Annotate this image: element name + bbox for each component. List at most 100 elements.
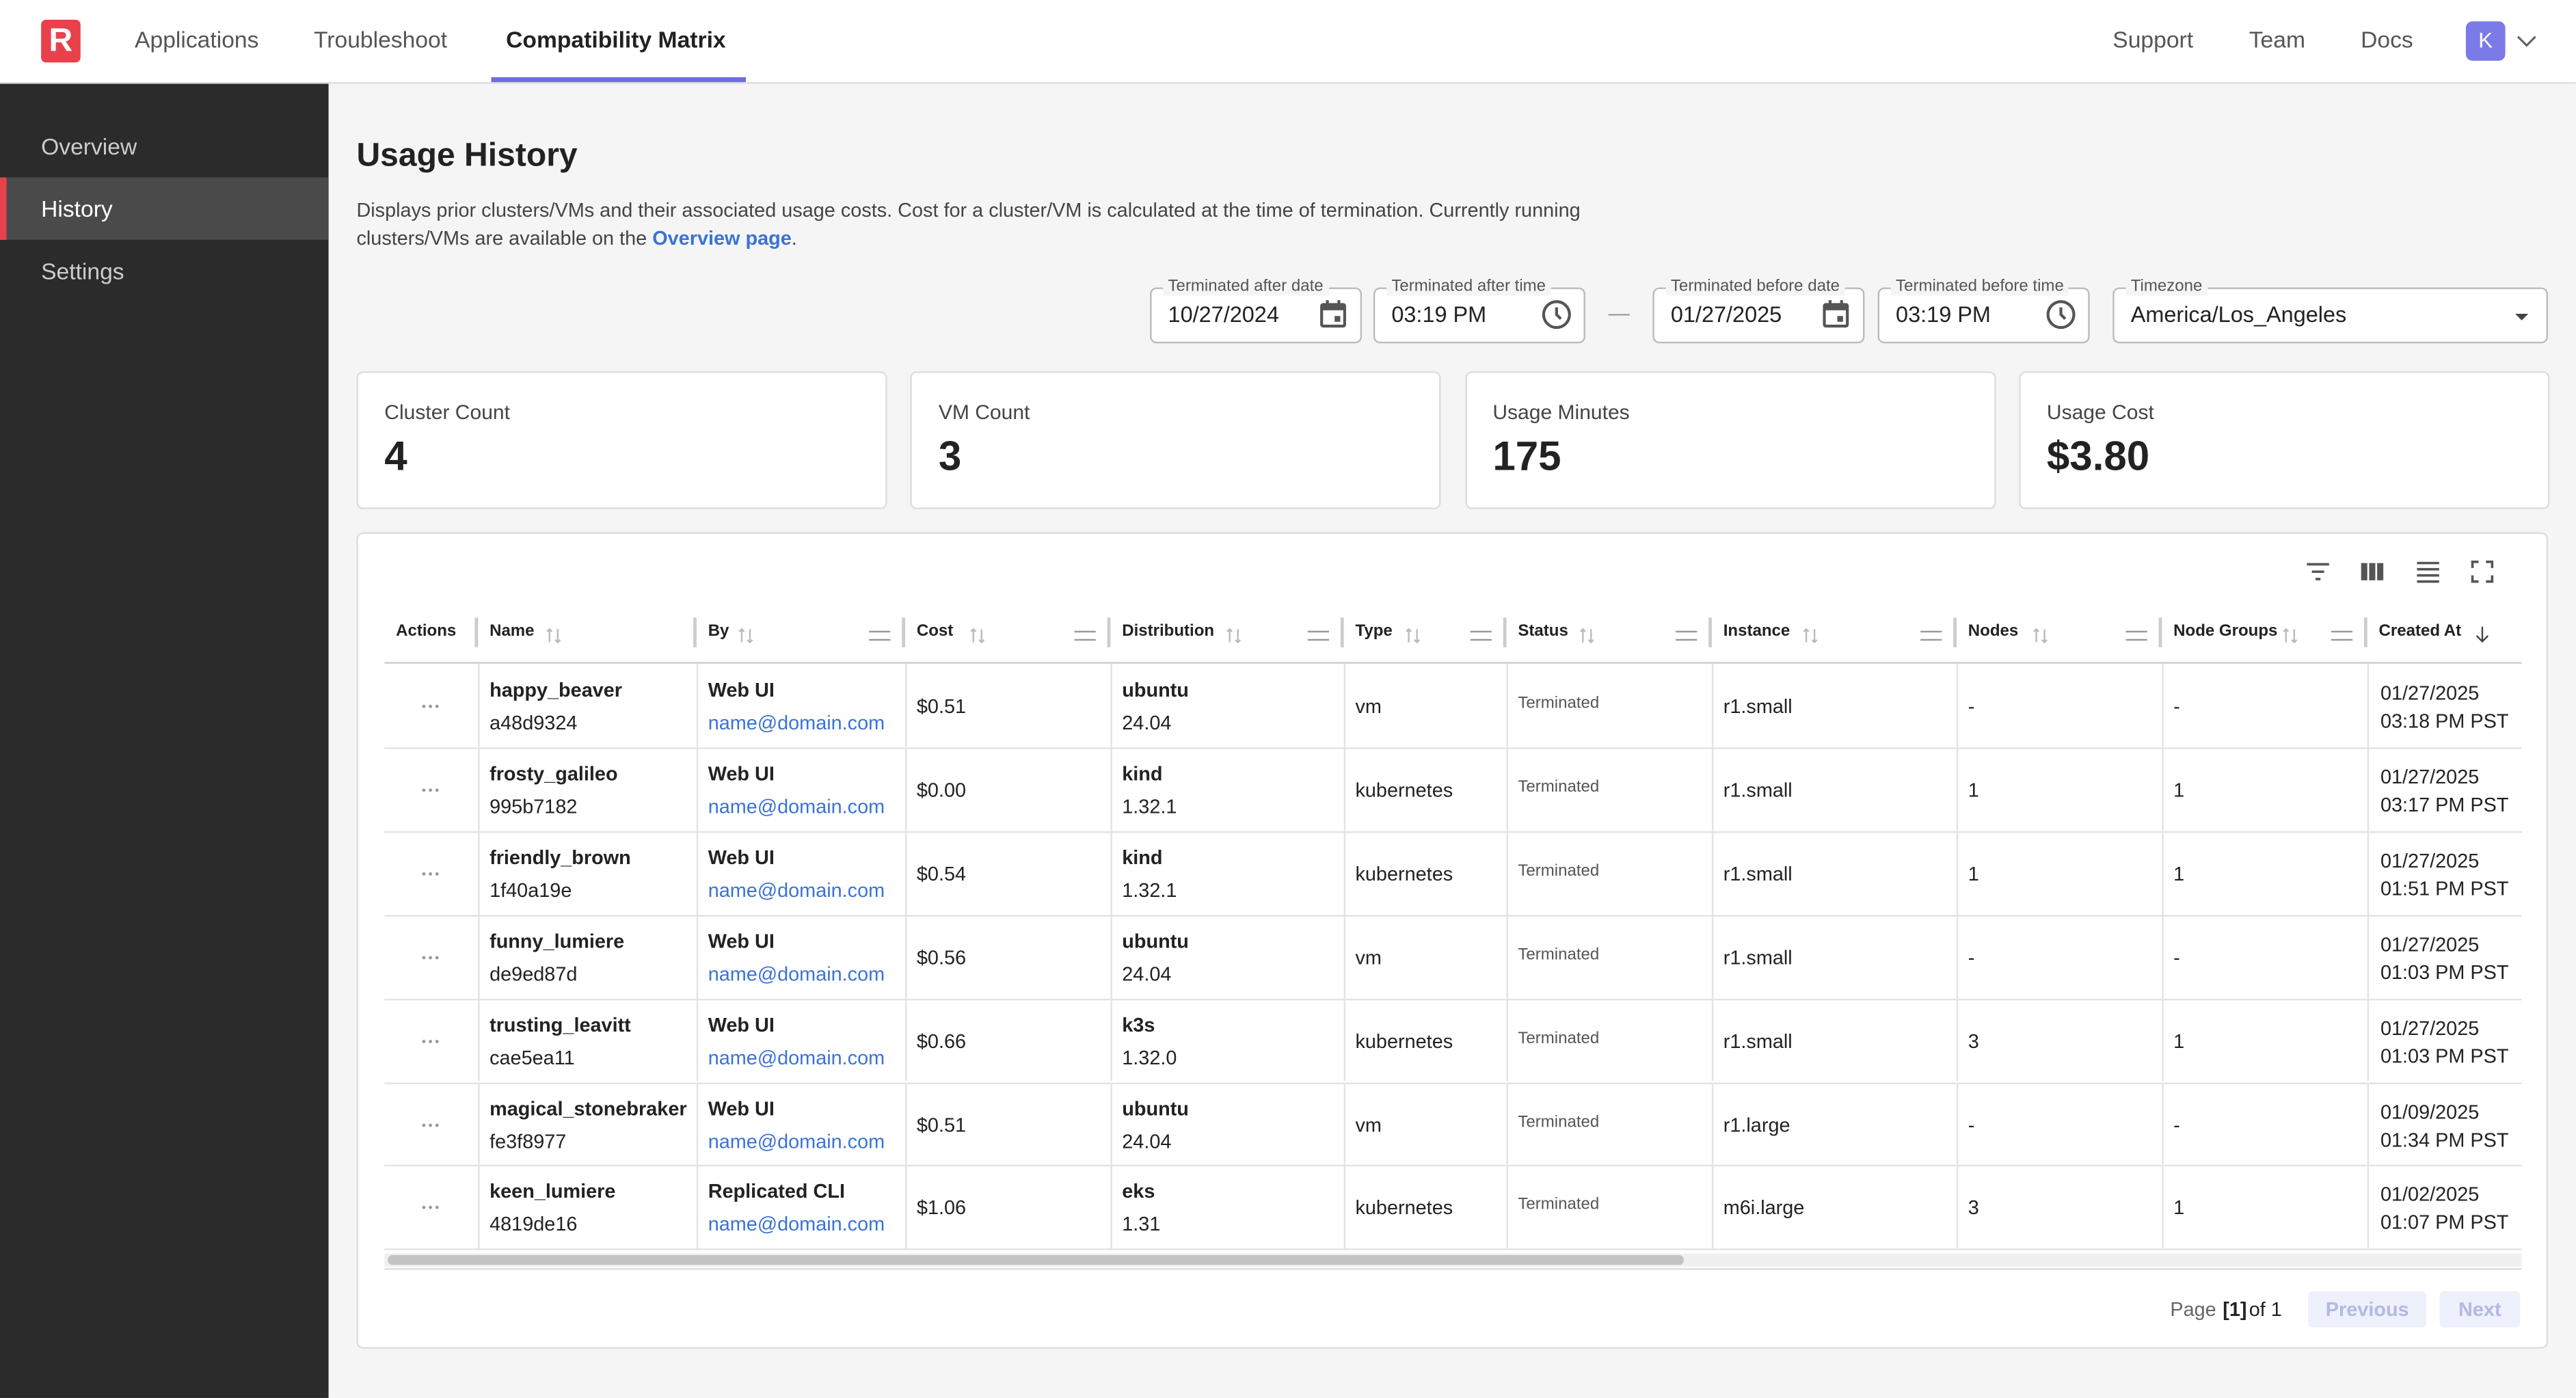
column-menu[interactable] [2125, 630, 2147, 641]
sidebar-item[interactable]: Settings [41, 258, 124, 284]
column-header[interactable]: Type [1355, 622, 1393, 641]
sort-icon[interactable] [2280, 624, 2300, 644]
row-actions[interactable] [417, 695, 443, 714]
fullscreen-button[interactable] [2467, 557, 2497, 587]
filter-box[interactable] [1652, 287, 1865, 344]
sort-icon[interactable] [1224, 624, 1244, 644]
clock-icon-part [1542, 300, 1571, 330]
cell-secondary[interactable]: name@domain.com [708, 878, 885, 902]
sidebar-item[interactable]: Overview [41, 133, 137, 160]
cell-secondary[interactable]: name@domain.com [708, 1213, 885, 1236]
sort-icon[interactable] [1403, 624, 1423, 644]
calendar-icon[interactable] [1316, 297, 1350, 332]
cell-divider [2367, 998, 2370, 1082]
cell-secondary: 01:03 PM PST [2380, 1044, 2509, 1067]
row-actions[interactable] [417, 779, 443, 798]
column-header[interactable]: Node Groups [2173, 622, 2278, 641]
next-button[interactable]: Next [2439, 1291, 2521, 1328]
nav-link[interactable]: Team [2249, 26, 2305, 53]
page-title: Usage History [356, 137, 578, 174]
sort-icon[interactable] [1577, 624, 1597, 644]
column-menu[interactable] [1920, 630, 1942, 641]
cell-divider [696, 747, 699, 831]
column-header[interactable]: By [708, 622, 729, 641]
nav-item[interactable]: Compatibility Matrix [506, 26, 726, 53]
row-actions[interactable] [417, 862, 443, 882]
cell-secondary: 01:34 PM PST [2380, 1127, 2509, 1151]
sort-icon[interactable] [1801, 624, 1821, 644]
cell-divider [1343, 663, 1346, 748]
chevron-down[interactable] [2514, 28, 2540, 54]
cell-secondary[interactable]: name@domain.com [708, 1045, 885, 1069]
column-menu[interactable] [1074, 630, 1096, 641]
row-separator [384, 1248, 2522, 1251]
cell-secondary: 995b7182 [489, 794, 578, 818]
cell-secondary: 01:07 PM PST [2380, 1211, 2509, 1235]
filter-box[interactable] [2112, 287, 2549, 344]
column-header[interactable]: Created At [2378, 622, 2462, 641]
column-header[interactable]: Nodes [1968, 622, 2019, 641]
logo[interactable]: R [41, 19, 81, 63]
filter-button[interactable] [2303, 557, 2333, 587]
description-end: . [791, 226, 797, 250]
row-actions[interactable] [417, 1113, 443, 1133]
cell-divider [1506, 914, 1508, 999]
sort-icon[interactable] [967, 624, 987, 644]
cell-divider [1343, 747, 1346, 831]
cell-secondary[interactable]: name@domain.com [708, 962, 885, 986]
scroll-thumb[interactable] [388, 1254, 1685, 1265]
sort-icon[interactable] [736, 624, 756, 644]
row-actions-part [422, 955, 426, 959]
overview-link[interactable]: Overview page [652, 226, 792, 250]
sort-icon[interactable] [544, 624, 563, 644]
column-menu[interactable] [2331, 630, 2353, 641]
previous-button[interactable]: Previous [2308, 1291, 2427, 1328]
clock-icon-part [1555, 307, 1562, 320]
table-card [356, 532, 2549, 1349]
cell-divider [1711, 1165, 1714, 1249]
sidebar-item[interactable]: History [41, 195, 113, 222]
dropdown-arrow[interactable] [2512, 306, 2532, 325]
cell-divider [1956, 1165, 1959, 1249]
column-header[interactable]: Status [1518, 622, 1568, 641]
stat-card [2019, 371, 2550, 509]
row-actions[interactable] [417, 945, 443, 965]
cell-secondary: 1.32.1 [1122, 878, 1177, 902]
calendar-icon[interactable] [1819, 297, 1853, 332]
cell-primary: friendly_brown [489, 846, 631, 869]
cell: - [1968, 945, 1975, 969]
column-header[interactable]: Name [489, 622, 535, 641]
cell: r1.small [1723, 695, 1793, 718]
cell-secondary[interactable]: name@domain.com [708, 711, 885, 735]
nav-item[interactable]: Applications [135, 26, 259, 53]
clock-icon[interactable] [1540, 297, 1574, 332]
column-divider [693, 617, 697, 647]
nav-item[interactable]: Troubleshoot [313, 26, 448, 53]
column-menu[interactable] [869, 630, 891, 641]
row-actions-part [422, 704, 426, 708]
cell-primary: 01/02/2025 [2380, 1183, 2480, 1207]
row-actions[interactable] [417, 1196, 443, 1216]
cell-secondary[interactable]: name@domain.com [708, 1129, 885, 1153]
sort-icon[interactable] [2030, 624, 2050, 644]
column-header[interactable]: Instance [1723, 622, 1790, 641]
avatar[interactable]: K [2465, 21, 2506, 61]
row-actions[interactable] [417, 1030, 443, 1049]
column-menu[interactable] [1470, 630, 1492, 641]
density-button[interactable] [2413, 557, 2443, 587]
clock-icon[interactable] [2043, 297, 2078, 332]
column-header[interactable]: Cost [916, 622, 954, 641]
nav-link[interactable]: Support [2112, 26, 2194, 53]
column-menu[interactable] [1307, 630, 1330, 641]
cell-secondary[interactable]: name@domain.com [708, 794, 885, 818]
column-menu[interactable] [1676, 630, 1698, 641]
top-bar [0, 0, 2576, 84]
cell: Terminated [1518, 1196, 1600, 1215]
cell-primary: 01/09/2025 [2380, 1099, 2480, 1123]
row-separator [384, 914, 2522, 917]
sort-icon-part [546, 628, 561, 644]
nav-link[interactable]: Docs [2361, 26, 2413, 53]
columns-button[interactable] [2357, 557, 2387, 587]
sort-desc-icon[interactable] [2473, 623, 2493, 643]
column-header[interactable]: Distribution [1122, 622, 1215, 641]
